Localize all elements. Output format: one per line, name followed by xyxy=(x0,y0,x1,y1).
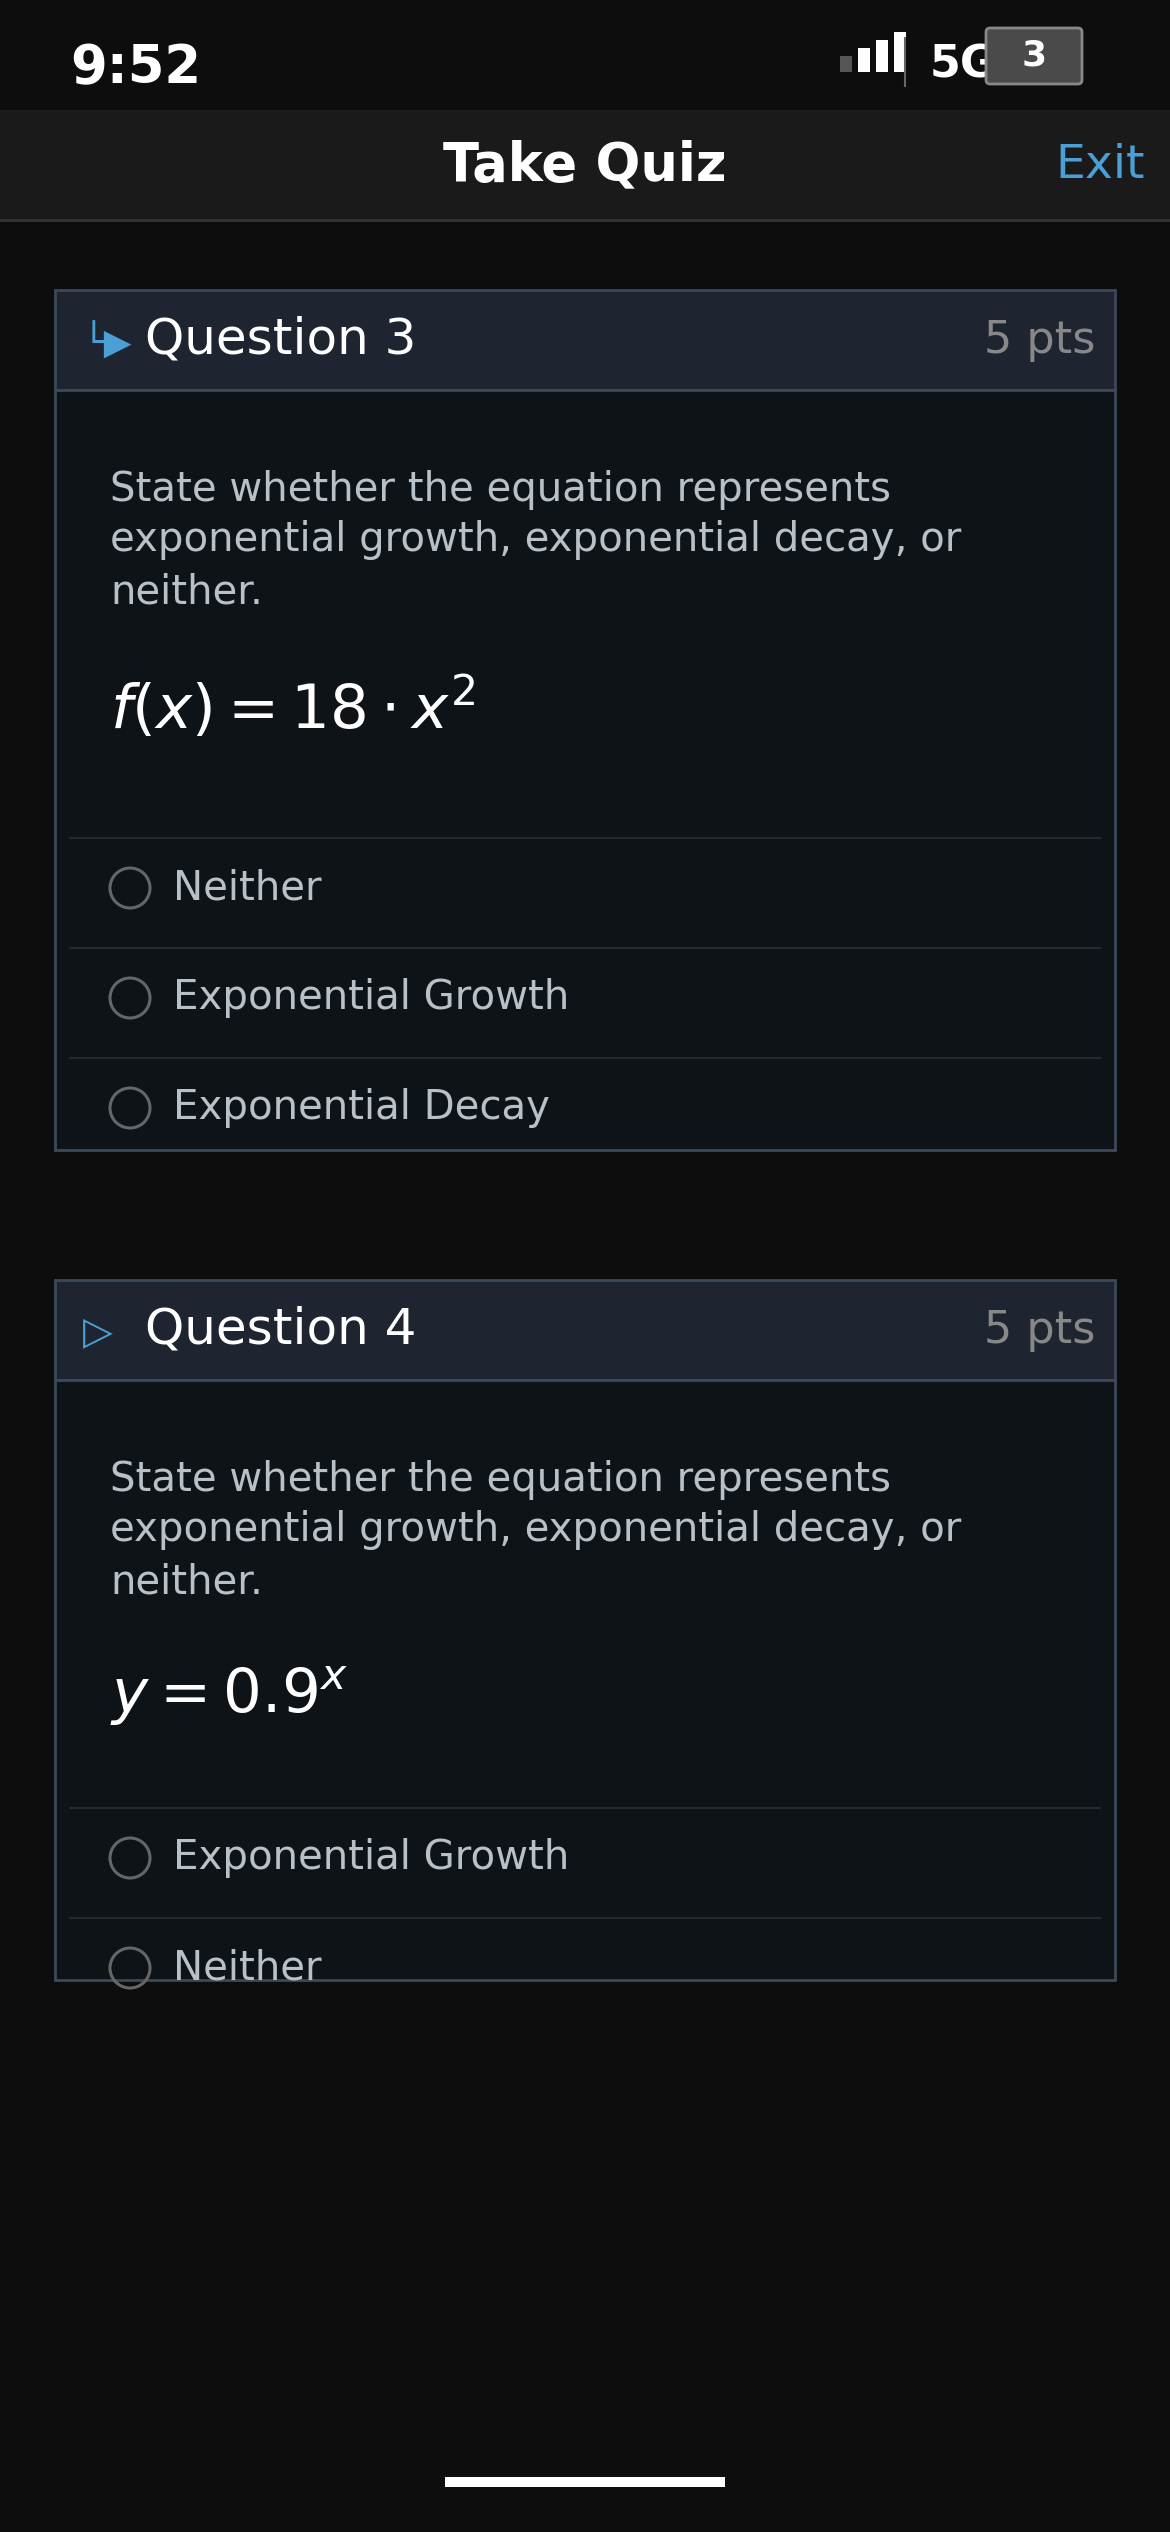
Text: └▶: └▶ xyxy=(83,324,132,362)
Text: 5 pts: 5 pts xyxy=(984,1309,1095,1352)
Text: Question 3: Question 3 xyxy=(145,316,417,365)
FancyBboxPatch shape xyxy=(55,390,1115,1150)
Text: State whether the equation represents: State whether the equation represents xyxy=(110,1461,892,1499)
Text: exponential growth, exponential decay, or: exponential growth, exponential decay, o… xyxy=(110,519,962,560)
Text: Question 4: Question 4 xyxy=(145,1307,417,1355)
Text: neither.: neither. xyxy=(110,572,263,613)
Text: neither.: neither. xyxy=(110,1562,263,1603)
Text: Exponential Decay: Exponential Decay xyxy=(173,1089,550,1127)
FancyBboxPatch shape xyxy=(858,48,870,71)
Text: 5 pts: 5 pts xyxy=(984,319,1095,362)
Text: 9:52: 9:52 xyxy=(70,43,201,94)
Text: Neither: Neither xyxy=(173,1947,322,1988)
Text: $f(x) = 18 \cdot x^2$: $f(x) = 18 \cdot x^2$ xyxy=(110,676,475,742)
Text: Exponential Growth: Exponential Growth xyxy=(173,977,570,1018)
Text: State whether the equation represents: State whether the equation represents xyxy=(110,471,892,509)
FancyBboxPatch shape xyxy=(0,0,1170,109)
FancyBboxPatch shape xyxy=(445,2476,725,2486)
Text: ▷: ▷ xyxy=(83,1314,112,1352)
FancyBboxPatch shape xyxy=(876,41,888,71)
FancyBboxPatch shape xyxy=(0,109,1170,220)
Text: 5G: 5G xyxy=(930,43,997,86)
Text: $y = 0.9^x$: $y = 0.9^x$ xyxy=(110,1666,349,1729)
Text: Neither: Neither xyxy=(173,868,322,909)
FancyBboxPatch shape xyxy=(840,56,852,71)
Text: exponential growth, exponential decay, or: exponential growth, exponential decay, o… xyxy=(110,1509,962,1550)
Text: Exit: Exit xyxy=(1055,142,1144,187)
Text: Exponential Growth: Exponential Growth xyxy=(173,1838,570,1879)
Text: 3: 3 xyxy=(1021,38,1046,73)
FancyBboxPatch shape xyxy=(986,28,1082,84)
FancyBboxPatch shape xyxy=(55,291,1115,390)
Text: Take Quiz: Take Quiz xyxy=(443,139,727,190)
FancyBboxPatch shape xyxy=(55,1380,1115,1980)
FancyBboxPatch shape xyxy=(55,1281,1115,1380)
FancyBboxPatch shape xyxy=(894,33,906,71)
